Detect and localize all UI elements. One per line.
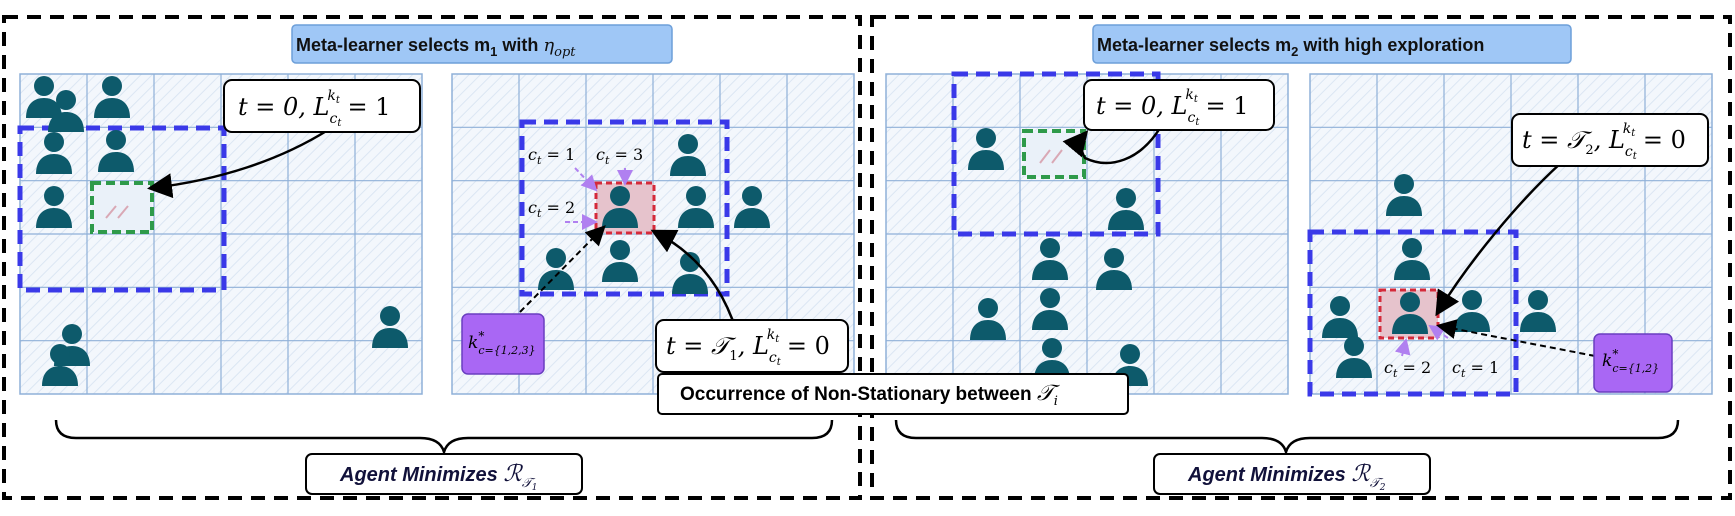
svg-text:Occurrence of Non-Stationary b: Occurrence of Non-Stationary between 𝒯i [680,381,1061,409]
svg-text:k*c={1,2,3}: k* c={1,2,3} [468,329,536,357]
ct-labels-left: ct = 1 ct = 3 ct = 2 [528,145,643,220]
brace-left [54,419,834,457]
ct-labels-right: ct = 2 ct = 1 [1384,358,1499,380]
kstar-box-left: k* c={1,2,3} [461,313,545,375]
svg-text:Agent Minimizes ℛ𝒯2: Agent Minimizes ℛ𝒯2 [1187,461,1386,493]
label-left-t1: t = 𝒯1, Lctkt = 0 [655,319,849,373]
svg-text:ct = 1: ct = 1 [1452,358,1499,380]
blue-region-right-a [951,71,1161,237]
svg-text:t = 𝒯2, Lctkt = 0: t = 𝒯2, Lctkt = 0 [1522,121,1686,162]
arrow-left-a [147,128,329,199]
left-banner: Meta-learner selects m1 with ηopt [291,24,673,64]
svg-text:Agent Minimizes ℛ𝒯1: Agent Minimizes ℛ𝒯1 [339,461,537,493]
svg-text:ct = 1: ct = 1 [528,145,575,167]
blue-region-left-a [17,125,227,293]
agent-label-right: Agent Minimizes ℛ𝒯2 [1153,453,1431,495]
nonstationary-label: Occurrence of Non-Stationary between 𝒯i [657,373,1129,415]
svg-text:ct = 2: ct = 2 [528,198,575,220]
label-left-t0: t = 0, Lctkt = 1 [223,79,421,133]
agent-label-left: Agent Minimizes ℛ𝒯1 [305,453,583,495]
green-target-cell-left [90,181,154,234]
right-banner: Meta-learner selects m2 with high explor… [1092,24,1572,64]
green-target-cell-right [1022,129,1086,179]
svg-text:k*c={1,2}: k* c={1,2} [1602,347,1659,375]
blue-region-left-b [519,119,730,297]
brace-right [894,419,1680,457]
svg-text:ct = 2: ct = 2 [1384,358,1431,380]
label-right-t0: t = 0, Lctkt = 1 [1083,79,1275,131]
blue-region-right-b [1307,229,1519,397]
svg-text:t = 0, Lctkt = 1: t = 0, Lctkt = 1 [238,88,391,129]
kstar-box-right: k* c={1,2} [1593,333,1673,393]
svg-text:Meta-learner selects m1 with η: Meta-learner selects m1 with ηopt [296,35,576,60]
svg-text:t = 0, Lctkt = 1: t = 0, Lctkt = 1 [1096,87,1249,128]
svg-text:t = 𝒯1, Lctkt = 0: t = 𝒯1, Lctkt = 0 [666,327,830,368]
svg-text:Meta-learner selects m2 with h: Meta-learner selects m2 with high explor… [1097,35,1484,59]
svg-text:ct = 3: ct = 3 [596,145,643,167]
left-panel-frame [2,15,862,500]
label-right-t2: t = 𝒯2, Lctkt = 0 [1511,113,1709,167]
